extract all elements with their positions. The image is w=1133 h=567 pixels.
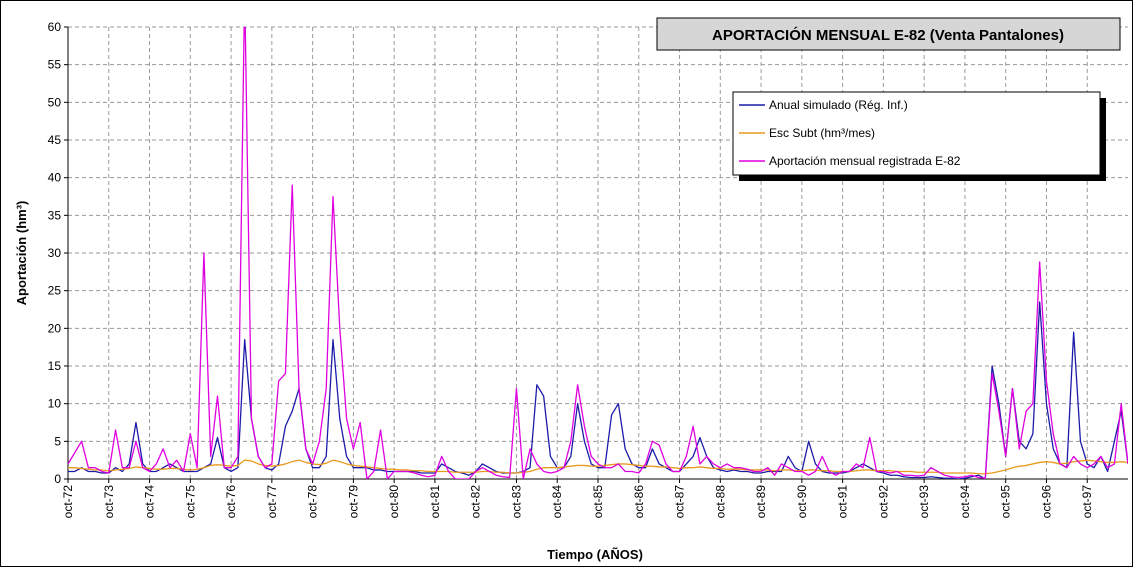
x-tick-label: oct-75 bbox=[183, 485, 197, 519]
y-tick-label: 55 bbox=[48, 58, 62, 72]
x-tick-label: oct-80 bbox=[387, 485, 401, 519]
x-tick-label: oct-82 bbox=[469, 485, 483, 519]
x-tick-label: oct-85 bbox=[591, 485, 605, 519]
series-line bbox=[68, 301, 1128, 479]
plot-lines bbox=[68, 27, 1128, 479]
y-tick-label: 30 bbox=[48, 246, 62, 260]
x-tick-label: oct-76 bbox=[224, 485, 238, 519]
title-box bbox=[656, 17, 1121, 51]
x-tick-label: oct-79 bbox=[346, 485, 360, 519]
y-tick-label: 35 bbox=[48, 208, 62, 222]
chart-title: APORTACIÓN MENSUAL E-82 (Venta Pantalone… bbox=[712, 26, 1064, 44]
y-tick-label: 60 bbox=[48, 20, 62, 34]
y-tick-label: 50 bbox=[48, 95, 62, 109]
x-tick-label: oct-93 bbox=[917, 485, 931, 519]
legend-box bbox=[732, 91, 1101, 176]
x-tick-label: oct-88 bbox=[713, 485, 727, 519]
x-tick-label: oct-92 bbox=[876, 485, 890, 519]
series-line bbox=[68, 27, 1128, 479]
x-tick-label: oct-90 bbox=[795, 485, 809, 519]
x-tick-label: oct-78 bbox=[306, 485, 320, 519]
grid bbox=[68, 26, 1128, 480]
x-tick-label: oct-86 bbox=[632, 485, 646, 519]
x-tick-label: oct-77 bbox=[265, 485, 279, 519]
x-axis-title: Tiempo (AÑOS) bbox=[547, 547, 643, 562]
y-axis-title: Aportación (hm³) bbox=[14, 201, 29, 306]
legend-label: Esc Subt (hm³/mes) bbox=[769, 126, 875, 140]
x-tick-label: oct-73 bbox=[102, 485, 116, 519]
x-tick-label: oct-83 bbox=[509, 485, 523, 519]
x-tick-label: oct-84 bbox=[550, 485, 564, 519]
y-tick-label: 20 bbox=[48, 321, 62, 335]
x-tick-label: oct-97 bbox=[1080, 485, 1094, 519]
y-tick-label: 5 bbox=[54, 434, 61, 448]
x-tick-label: oct-87 bbox=[673, 485, 687, 519]
y-tick-label: 10 bbox=[48, 397, 62, 411]
y-tick-label: 40 bbox=[48, 171, 62, 185]
x-tick-label: oct-74 bbox=[143, 485, 157, 519]
x-tick-label: oct-72 bbox=[61, 485, 75, 519]
series-line bbox=[68, 459, 1128, 475]
legend-label: Anual simulado (Rég. Inf.) bbox=[769, 98, 908, 112]
x-tick-label: oct-91 bbox=[836, 485, 850, 519]
y-tick-label: 15 bbox=[48, 359, 62, 373]
x-tick-label: oct-95 bbox=[999, 485, 1013, 519]
x-tick-label: oct-96 bbox=[1039, 485, 1053, 519]
y-tick-label: 25 bbox=[48, 284, 62, 298]
y-tick-label: 45 bbox=[48, 133, 62, 147]
legend-label: Aportación mensual registrada E-82 bbox=[769, 154, 961, 168]
y-tick-label: 0 bbox=[54, 472, 61, 486]
x-tick-label: oct-94 bbox=[958, 485, 972, 519]
x-tick-label: oct-89 bbox=[754, 485, 768, 519]
x-tick-label: oct-81 bbox=[428, 485, 442, 519]
legend: Anual simulado (Rég. Inf.) Esc Subt (hm³/… bbox=[732, 91, 1106, 181]
ticks: 0 5 10 15 20 25 30 35 40 45 50 55 60 oct-72 oct-73 oct-… bbox=[48, 20, 1095, 518]
